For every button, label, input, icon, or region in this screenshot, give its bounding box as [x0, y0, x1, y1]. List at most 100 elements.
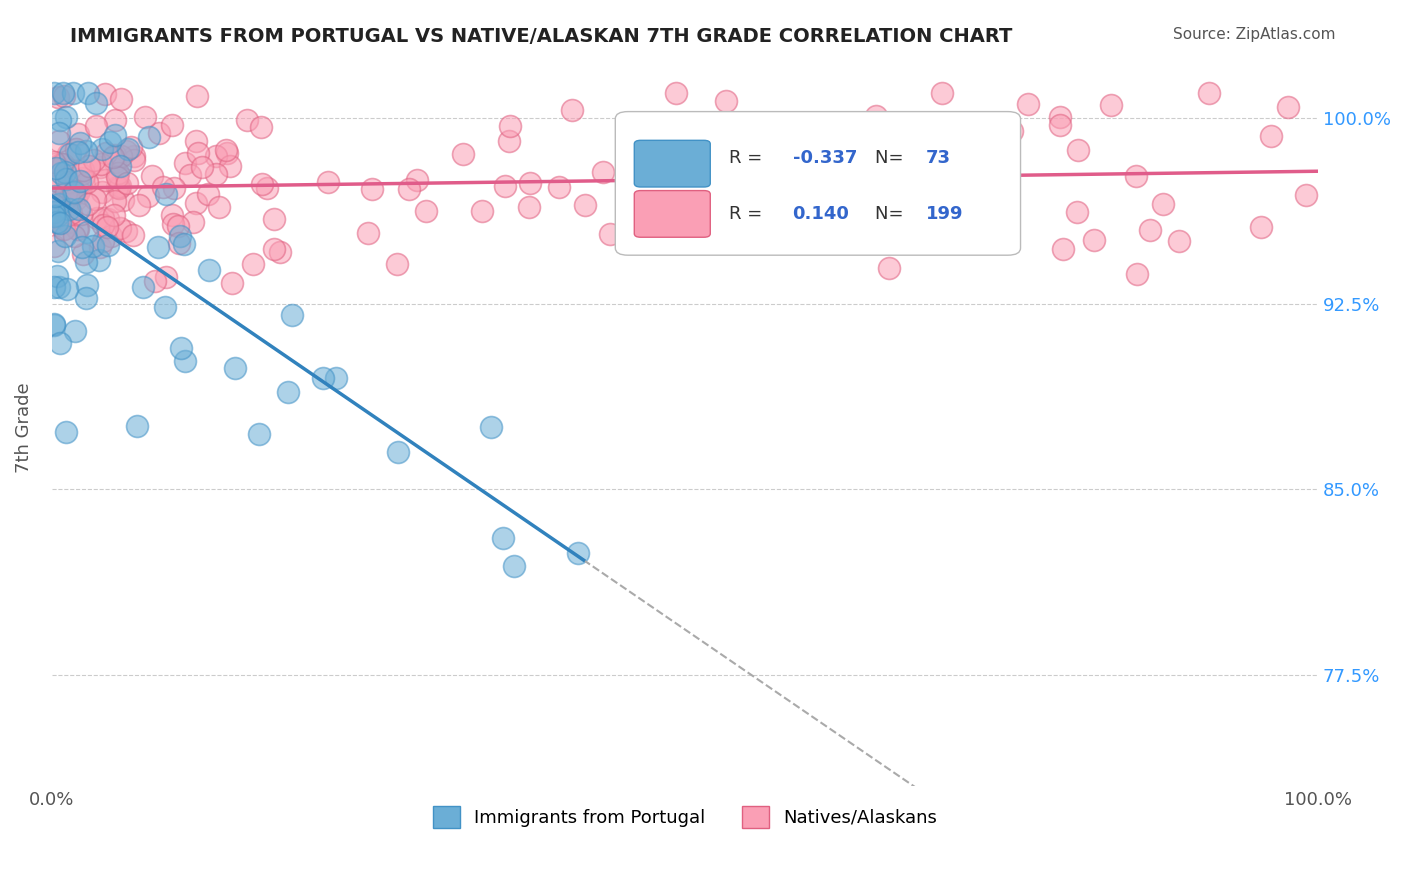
Point: [98, 135, 121, 149]
Point: [738, 154, 761, 169]
Point: [76, 278, 98, 293]
Point: [52, 157, 75, 171]
Point: [75, 291, 97, 305]
Point: [1168, 235, 1191, 249]
Point: [76, 196, 98, 211]
Point: [44, 239, 66, 253]
Point: [398, 182, 420, 196]
Point: [97, 211, 120, 226]
Point: [44, 207, 66, 221]
Text: 199: 199: [925, 205, 963, 223]
Point: [205, 167, 228, 181]
Point: [360, 181, 382, 195]
Point: [250, 120, 273, 135]
Point: [44, 172, 66, 186]
Point: [103, 208, 125, 222]
Point: [72, 171, 94, 186]
Point: [63, 184, 86, 198]
Point: [49, 166, 72, 180]
Point: [357, 227, 380, 241]
Point: [62, 87, 84, 101]
Point: [55, 172, 77, 186]
Point: [49, 336, 72, 351]
Point: [167, 219, 190, 233]
Point: [48, 280, 70, 294]
Point: [169, 229, 191, 244]
Point: [76, 225, 98, 239]
Point: [90, 142, 112, 156]
Point: [44, 154, 66, 169]
Point: [1049, 111, 1071, 125]
Point: [44, 209, 66, 223]
Point: [1126, 267, 1149, 281]
Point: [56, 215, 79, 229]
Point: [112, 193, 135, 207]
Point: [58, 194, 80, 208]
Point: [77, 159, 100, 173]
Point: [108, 178, 131, 193]
Point: [84, 119, 107, 133]
Point: [96, 219, 118, 234]
Point: [110, 92, 132, 106]
Text: 0.140: 0.140: [793, 205, 849, 223]
Point: [49, 112, 72, 127]
Point: [48, 197, 70, 211]
Point: [181, 214, 204, 228]
Point: [263, 243, 285, 257]
Point: [117, 142, 139, 156]
Point: [679, 185, 702, 199]
Point: [69, 179, 91, 194]
Text: N=: N=: [875, 205, 910, 223]
Point: [665, 87, 688, 101]
Point: [91, 235, 114, 249]
Point: [62, 228, 84, 243]
Point: [962, 138, 984, 153]
Point: [1139, 222, 1161, 236]
Point: [46, 268, 69, 283]
Point: [716, 94, 738, 108]
Point: [492, 531, 515, 545]
Point: [592, 165, 614, 179]
Point: [143, 274, 166, 288]
Point: [62, 186, 84, 200]
Point: [247, 426, 270, 441]
Point: [122, 149, 145, 163]
Point: [835, 195, 858, 210]
Point: [46, 159, 69, 173]
Point: [277, 384, 299, 399]
Point: [69, 136, 91, 150]
Point: [44, 317, 66, 331]
Point: [69, 174, 91, 188]
Point: [162, 118, 184, 132]
Point: [498, 134, 520, 148]
Point: [108, 160, 131, 174]
Point: [132, 279, 155, 293]
Point: [849, 126, 872, 140]
Point: [55, 281, 77, 295]
Text: R =: R =: [730, 149, 768, 168]
Point: [49, 157, 72, 171]
Point: [59, 186, 82, 200]
Point: [494, 179, 516, 194]
Point: [325, 371, 347, 385]
Point: [107, 166, 129, 180]
Point: [250, 177, 273, 191]
Point: [104, 113, 127, 128]
Point: [855, 180, 877, 194]
Point: [107, 169, 129, 184]
Point: [66, 221, 89, 235]
Point: [115, 176, 138, 190]
Point: [67, 202, 90, 217]
Point: [91, 219, 114, 233]
Text: N=: N=: [875, 149, 910, 168]
Point: [932, 214, 955, 228]
Point: [58, 202, 80, 217]
Point: [184, 196, 207, 211]
Point: [87, 252, 110, 267]
Point: [281, 309, 304, 323]
Point: [107, 180, 129, 194]
Point: [55, 111, 77, 125]
Point: [122, 228, 145, 243]
Point: [744, 155, 766, 169]
Point: [406, 173, 429, 187]
